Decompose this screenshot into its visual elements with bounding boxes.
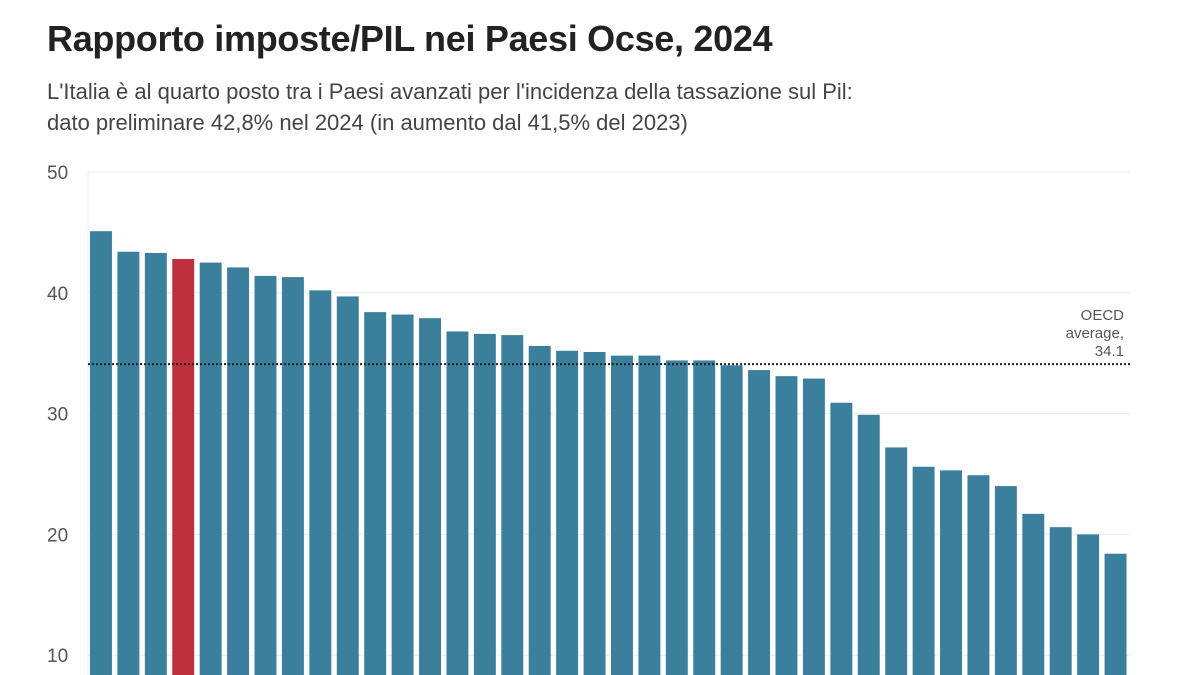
bar [528,345,551,675]
bar [857,414,880,675]
chart-subtitle: L'Italia è al quarto posto tra i Paesi a… [47,76,1167,138]
bar [638,355,661,675]
bar [364,312,387,675]
y-tick-label: 30 [47,405,68,426]
bar [830,402,853,675]
bar [1022,513,1045,675]
bar [446,331,469,675]
oecd-average-label: 34.1 [1095,343,1124,360]
subtitle-line: L'Italia è al quarto posto tra i Paesi a… [47,79,853,104]
y-tick-label: 20 [47,525,68,546]
bar [1049,527,1072,675]
bar [556,350,579,675]
bar [775,376,798,675]
y-tick-label: 10 [47,646,68,667]
bar [336,296,359,675]
bar [199,262,222,675]
bar [1104,553,1127,675]
bar [748,370,771,675]
bar [665,360,688,675]
bar [227,267,250,675]
bar [473,333,496,675]
bar [144,252,167,675]
bar [281,277,304,675]
bar [391,314,414,675]
bar [885,447,908,675]
bar [117,251,140,675]
bar [583,351,606,675]
bar [254,275,277,675]
y-tick-label: 50 [47,163,68,184]
bar [309,290,332,675]
bar [912,466,935,675]
chart-title: Rapporto imposte/PIL nei Paesi Ocse, 202… [47,18,773,59]
subtitle-line: dato preliminare 42,8% nel 2024 (in aume… [47,110,688,135]
bar [1077,534,1100,675]
bar [994,486,1017,675]
oecd-average-label: average, [1066,325,1124,342]
bar [419,318,441,675]
bar [940,470,962,675]
bar [693,360,716,675]
bar [802,378,825,675]
bar [611,355,633,675]
bar [90,231,112,675]
bar [501,335,524,675]
bar [720,365,743,675]
oecd-average-label: OECD [1081,307,1125,324]
bar [967,475,990,675]
bar-italy [172,258,195,675]
y-tick-label: 40 [47,284,68,305]
